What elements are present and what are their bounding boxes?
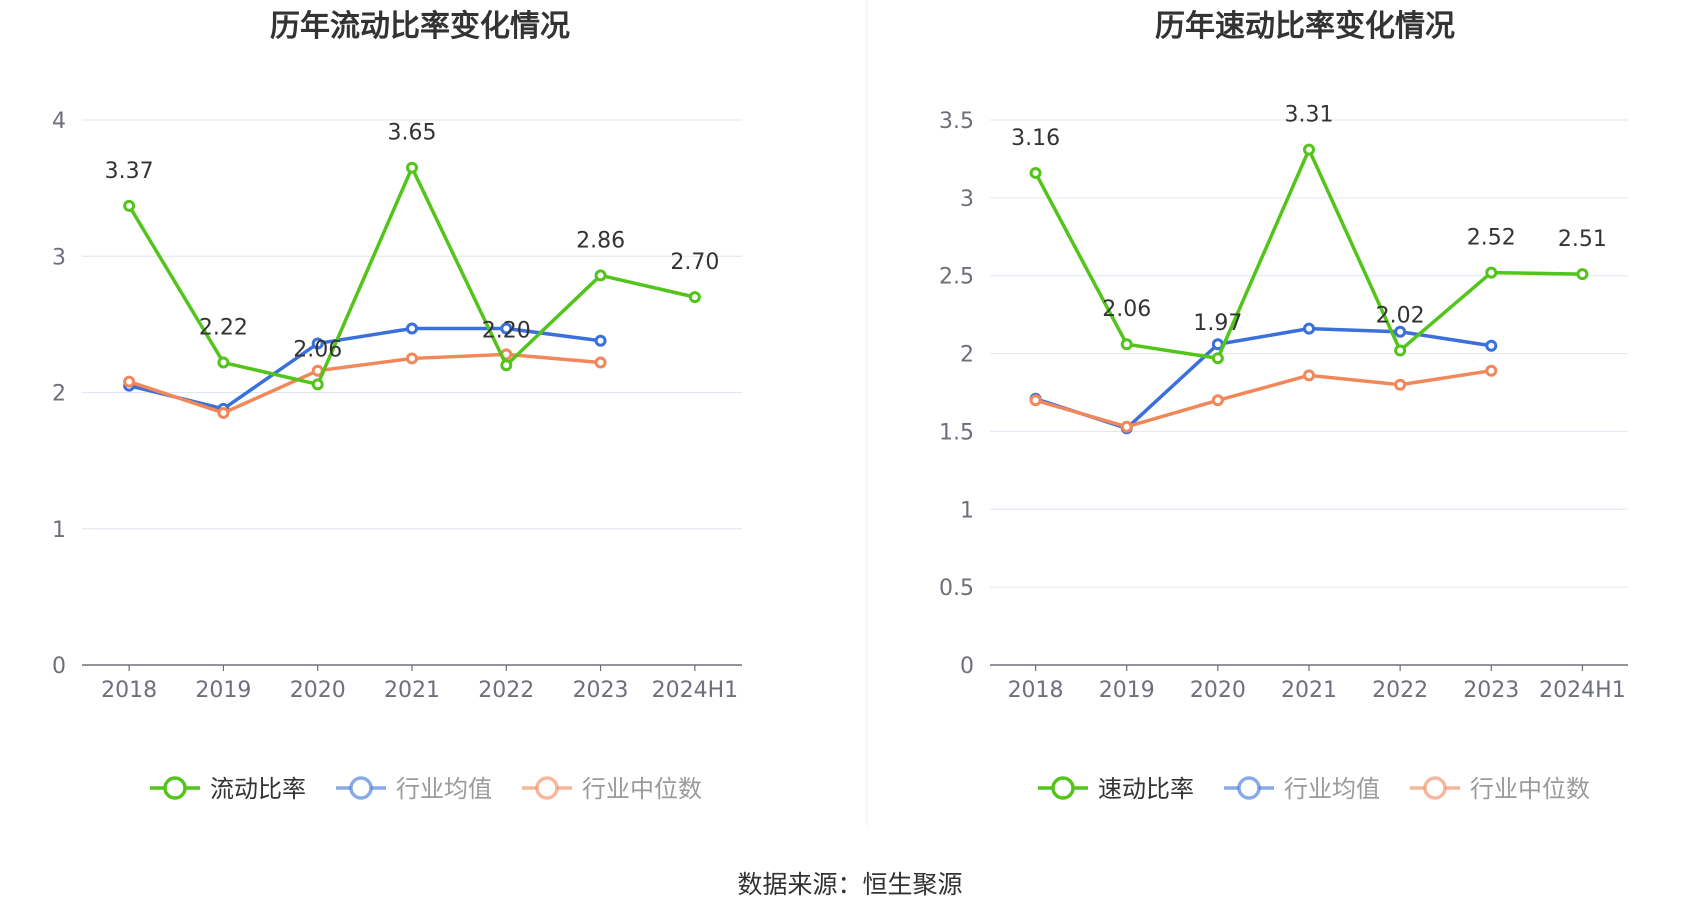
data-point-main[interactable] xyxy=(217,356,230,369)
data-label: 2.51 xyxy=(1558,227,1607,252)
data-point-avg[interactable] xyxy=(311,337,324,350)
legend-marker[interactable] xyxy=(1051,776,1075,800)
data-point-median[interactable] xyxy=(594,356,607,369)
y-tick-label: 3 xyxy=(52,245,66,270)
data-point-avg[interactable] xyxy=(500,322,513,335)
data-point-median[interactable] xyxy=(1211,394,1224,407)
data-label: 2.22 xyxy=(199,316,248,341)
data-point-main[interactable] xyxy=(123,199,136,212)
x-tick-label: 2021 xyxy=(384,678,440,703)
legend-marker[interactable] xyxy=(535,776,559,800)
data-label: 3.31 xyxy=(1285,103,1334,128)
y-tick-label: 2 xyxy=(52,382,66,407)
x-tick-label: 2019 xyxy=(1099,678,1155,703)
chart-title: 历年流动比率变化情况 xyxy=(270,9,570,44)
x-tick-label: 2021 xyxy=(1281,678,1337,703)
series-line-median xyxy=(1035,368,1492,429)
data-point-median[interactable] xyxy=(123,375,136,388)
y-tick-label: 2.5 xyxy=(939,265,974,290)
data-point-main[interactable] xyxy=(1120,338,1133,351)
legend-label: 行业中位数 xyxy=(1470,775,1590,803)
data-point-avg[interactable] xyxy=(1394,325,1407,338)
data-point-main[interactable] xyxy=(406,161,418,174)
y-tick-label: 1 xyxy=(960,498,974,523)
source-text: 数据来源：恒生聚源 xyxy=(737,870,962,899)
data-point-main[interactable] xyxy=(688,291,701,304)
legend-label: 行业均值 xyxy=(1284,775,1380,803)
data-point-median[interactable] xyxy=(1485,364,1498,377)
data-label: 2.52 xyxy=(1467,226,1516,251)
data-label: 1.97 xyxy=(1193,311,1242,336)
x-tick-label: 2023 xyxy=(1463,678,1519,703)
data-point-avg[interactable] xyxy=(1485,339,1498,352)
data-point-main[interactable] xyxy=(1211,352,1224,365)
data-point-main[interactable] xyxy=(594,269,607,282)
y-tick-label: 4 xyxy=(52,109,66,134)
data-label: 2.06 xyxy=(1102,297,1151,322)
chart-title: 历年速动比率变化情况 xyxy=(1155,9,1455,44)
y-tick-label: 0.5 xyxy=(939,576,974,601)
data-point-median[interactable] xyxy=(217,406,230,419)
series-line-main xyxy=(127,165,696,387)
x-tick-label: 2024H1 xyxy=(1539,678,1626,703)
data-point-main[interactable] xyxy=(1485,266,1498,279)
series-line-avg xyxy=(1035,326,1492,431)
data-point-main[interactable] xyxy=(1303,143,1315,156)
data-point-median[interactable] xyxy=(1120,420,1133,433)
legend-label: 行业中位数 xyxy=(582,775,702,803)
legend-marker[interactable] xyxy=(349,776,373,800)
data-label: 2.02 xyxy=(1376,303,1425,328)
data-point-main[interactable] xyxy=(311,378,324,391)
data-label: 3.65 xyxy=(388,121,437,146)
x-tick-label: 2024H1 xyxy=(652,678,739,703)
data-label: 2.86 xyxy=(576,228,625,253)
x-tick-label: 2020 xyxy=(1190,678,1246,703)
data-label: 3.16 xyxy=(1011,126,1060,151)
y-tick-label: 0 xyxy=(960,654,974,679)
y-tick-label: 3 xyxy=(960,187,974,212)
data-point-median[interactable] xyxy=(1029,394,1042,407)
data-point-main[interactable] xyxy=(1576,268,1589,281)
y-tick-label: 1.5 xyxy=(939,420,974,445)
x-tick-label: 2023 xyxy=(573,678,629,703)
x-tick-label: 2019 xyxy=(195,678,251,703)
x-tick-label: 2018 xyxy=(1008,678,1064,703)
legend-marker[interactable] xyxy=(163,776,187,800)
data-point-main[interactable] xyxy=(500,359,513,372)
y-tick-label: 3.5 xyxy=(939,109,974,134)
y-tick-label: 1 xyxy=(52,518,66,543)
data-point-median[interactable] xyxy=(1394,378,1407,391)
legend-marker[interactable] xyxy=(1237,776,1261,800)
x-tick-label: 2020 xyxy=(290,678,346,703)
data-label: 3.37 xyxy=(105,159,154,184)
legend-label: 行业均值 xyxy=(396,775,492,803)
data-point-main[interactable] xyxy=(1029,166,1042,179)
y-tick-label: 2 xyxy=(960,343,974,368)
series-line-avg xyxy=(128,326,601,411)
x-tick-label: 2022 xyxy=(478,678,534,703)
legend-label: 流动比率 xyxy=(210,775,306,803)
data-point-avg[interactable] xyxy=(1303,322,1315,335)
data-point-main[interactable] xyxy=(1394,344,1407,357)
x-tick-label: 2018 xyxy=(101,678,157,703)
y-tick-label: 0 xyxy=(52,654,66,679)
data-label: 2.20 xyxy=(482,318,531,343)
legend-label: 速动比率 xyxy=(1098,775,1194,803)
data-point-median[interactable] xyxy=(406,352,418,365)
data-point-avg[interactable] xyxy=(406,322,418,335)
data-point-avg[interactable] xyxy=(594,334,607,347)
series-line-median xyxy=(128,352,601,415)
legend-marker[interactable] xyxy=(1423,776,1447,800)
data-label: 2.06 xyxy=(293,337,342,362)
x-tick-label: 2022 xyxy=(1372,678,1428,703)
data-label: 2.70 xyxy=(670,250,719,275)
data-point-median[interactable] xyxy=(1303,369,1315,382)
